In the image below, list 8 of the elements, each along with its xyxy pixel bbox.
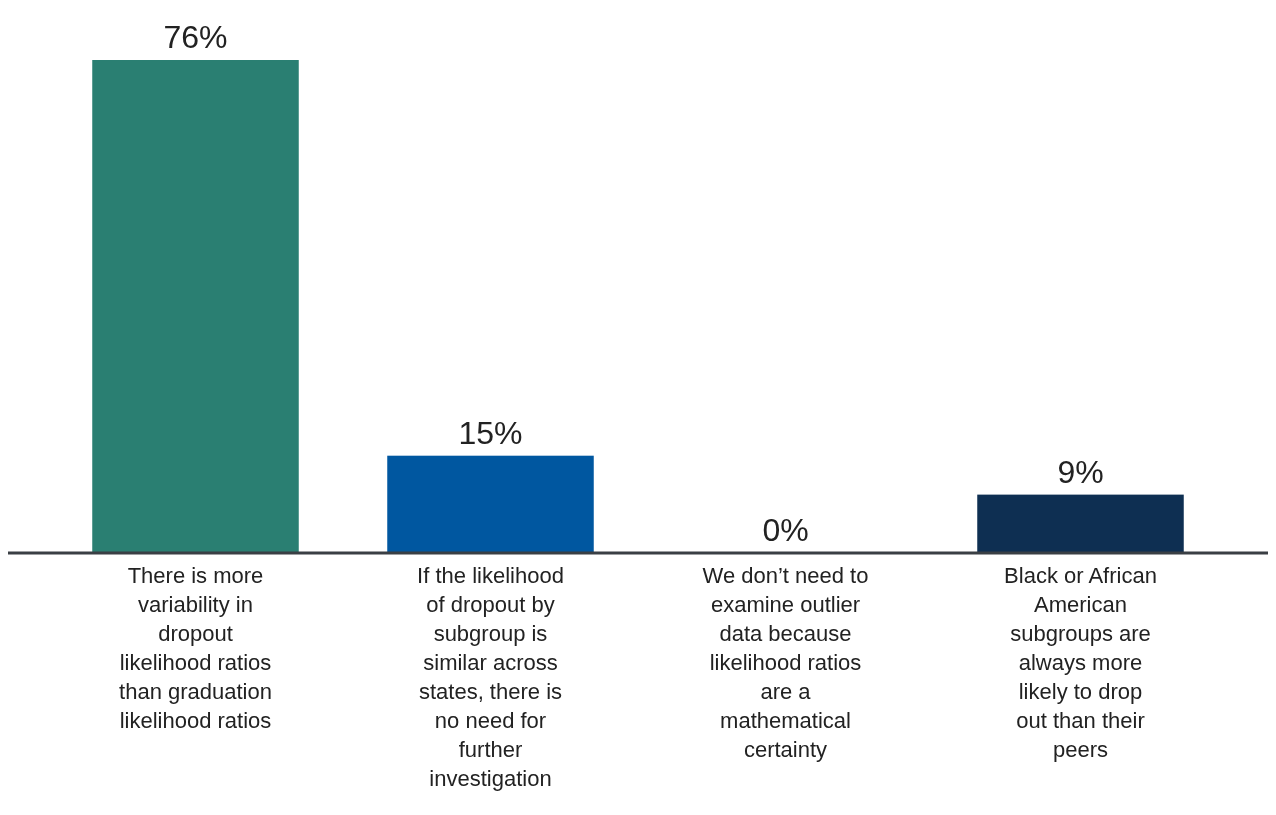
x-tick-label: There is more variability in dropout likelihood ratios than graduation likelihood ratios [119, 563, 272, 733]
data-label: 15% [458, 414, 523, 451]
x-tick-label: If the likelihood of dropout by subgroup is similar across states, there is no need for further investigation [417, 563, 564, 791]
x-tick-label: We don’t need to examine outlier data because likelihood ratios are a mathematical certainty [702, 563, 869, 762]
data-label: 9% [1057, 453, 1104, 490]
data-label: 76% [163, 19, 228, 55]
x-tick-label: Black or African American subgroups are always more likely to drop out than their peers [1004, 563, 1157, 762]
data-label: 0% [762, 512, 809, 548]
